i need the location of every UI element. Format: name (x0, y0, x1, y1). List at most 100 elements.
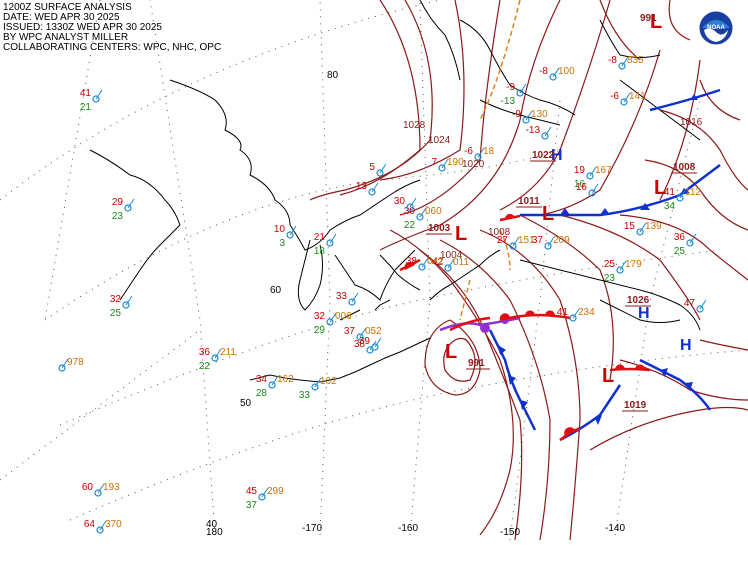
station-temperature: 64 (84, 519, 96, 530)
station-pressure: 141 (629, 91, 646, 102)
wind-barb (689, 233, 697, 244)
station-circle (541, 132, 549, 140)
station-pressure: 978 (67, 357, 84, 368)
station-dewpoint: 21 (80, 102, 92, 113)
isobar-label: 1004 (440, 250, 463, 261)
wind-barb (95, 89, 103, 100)
pressure-value: 1022 (532, 150, 555, 161)
station-temperature: 25 (604, 259, 616, 270)
station-temperature: 10 (274, 224, 286, 235)
station-circle (686, 239, 694, 247)
svg-text:H: H (680, 337, 692, 354)
wind-barb (409, 197, 417, 208)
lon-label-180: 180 (206, 527, 223, 538)
station-temperature: 15 (624, 221, 636, 232)
pressure-value: 1003 (428, 223, 451, 234)
wind-barb (371, 182, 379, 193)
header-date: DATE: WED APR 30 2025 (3, 12, 120, 23)
wind-barb (547, 236, 555, 247)
station-dewpoint: 23 (604, 273, 616, 284)
station-temperature: 47 (684, 298, 696, 309)
station-temperature: -8 (539, 66, 548, 77)
station-model: 32 29 006 (314, 311, 352, 336)
wind-barb (314, 377, 322, 388)
wind-barb (525, 110, 533, 121)
lat-label-60: 60 (270, 285, 282, 296)
header-title: 1200Z SURFACE ANALYSIS (3, 2, 132, 13)
station-dewpoint: -13 (501, 96, 516, 107)
lon-label-170: -170 (302, 523, 322, 534)
pressure-value: 1019 (624, 400, 647, 411)
cold-front-barbs (498, 94, 698, 425)
lat-lon-grid (0, 0, 748, 541)
isobar-label: 1024 (428, 135, 451, 146)
station-model: 39 (359, 336, 382, 351)
wind-barb (125, 295, 133, 306)
station-temperature: 7 (431, 157, 437, 168)
svg-text:L: L (445, 341, 457, 363)
station-temperature: 33 (336, 291, 348, 302)
wind-barb (441, 158, 449, 169)
station-model: 38 042 (406, 256, 444, 271)
wind-barb (621, 56, 629, 67)
station-temperature: 32 (110, 294, 122, 305)
station-model: -13 (526, 125, 552, 140)
station-circle (676, 194, 684, 202)
wind-barb (214, 348, 222, 359)
lat-label-40: 40 (206, 519, 218, 530)
station-model: 978 (58, 357, 84, 372)
header-analyst: BY WPC ANALYST MILLER (3, 32, 129, 43)
station-model: 30 22 060 (404, 206, 442, 231)
station-circle (444, 264, 452, 272)
pressure-center-high-1026: H 1026 (625, 295, 651, 322)
warm-front-bumps (404, 213, 646, 436)
station-model: 37 052 (344, 326, 382, 341)
station-temperature: 19 (574, 165, 586, 176)
station-model: -6 18 (464, 146, 495, 161)
wind-barb (619, 260, 627, 271)
station-dewpoint: 22 (404, 220, 416, 231)
station-temperature: 45 (246, 486, 258, 497)
header-issued: ISSUED: 1330Z WED APR 30 2025 (3, 22, 162, 33)
station-model: 19 16 167 (574, 165, 612, 190)
isobar-label: 1020 (462, 159, 485, 170)
station-model: 34 28 162 (256, 374, 294, 399)
station-dewpoint: 22 (199, 361, 211, 372)
station-temperature: 42 (432, 257, 444, 268)
wind-barb (679, 188, 687, 199)
station-circle (326, 318, 334, 326)
grid-labels: 80 60 50 40 180 -170 -160 -150 -140 (206, 70, 625, 538)
station-temperature: 60 (82, 482, 94, 493)
wind-barb (512, 236, 520, 247)
wind-barb (329, 312, 337, 323)
station-model: 38 (354, 339, 377, 354)
station-pressure: 102 (320, 376, 337, 387)
station-pressure: 130 (531, 109, 548, 120)
station-model: 27 151 (497, 235, 535, 250)
wind-barb (623, 92, 631, 103)
station-temperature: 29 (112, 197, 124, 208)
station-circle (569, 314, 577, 322)
pressure-value: 1008 (673, 162, 696, 173)
station-dewpoint: 37 (246, 500, 258, 511)
station-circle (586, 172, 594, 180)
station-dewpoint: 16 (574, 179, 586, 190)
station-model: -8 100 (539, 66, 575, 81)
station-circle (416, 213, 424, 221)
station-model: 33 (336, 291, 359, 306)
station-pressure: 167 (595, 165, 612, 176)
pressure-center-low-1011: L 1011 (516, 196, 554, 225)
station-dewpoint: 3 (279, 238, 285, 249)
wind-barb (127, 198, 135, 209)
station-model: -9 130 (512, 109, 548, 124)
station-model: 30 (394, 196, 417, 211)
lon-label-140: -140 (605, 523, 625, 534)
station-circle (286, 231, 294, 239)
wind-barb (519, 83, 527, 94)
station-pressure: 835 (627, 55, 644, 66)
pressure-value: 991 (468, 358, 485, 369)
station-circle (311, 383, 319, 391)
